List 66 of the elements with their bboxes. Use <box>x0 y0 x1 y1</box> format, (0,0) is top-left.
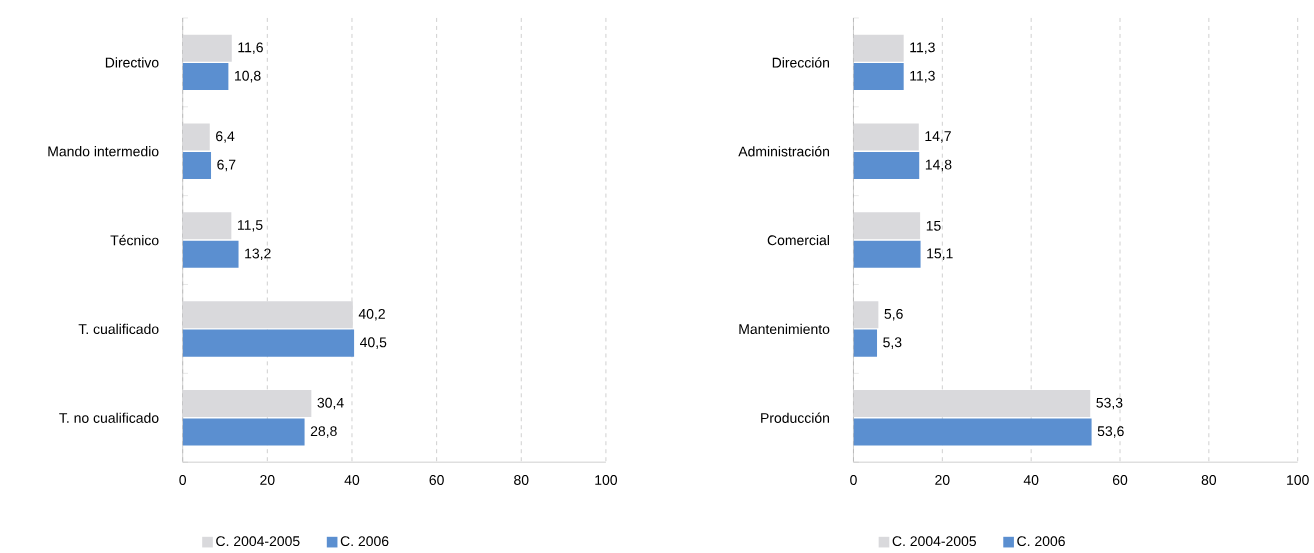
y-tick-label: Mando intermedio <box>48 145 159 157</box>
x-tick-label: 20 <box>260 474 275 485</box>
x-tick-label: 40 <box>344 474 360 485</box>
bar <box>182 329 355 357</box>
data-label: 6,4 <box>216 131 235 143</box>
bar <box>853 389 1091 417</box>
data-label: 13,2 <box>245 248 271 260</box>
x-tick-label: 100 <box>1287 474 1309 485</box>
x-tick-label: 20 <box>935 474 950 485</box>
bar <box>853 34 904 62</box>
bar <box>182 62 229 90</box>
x-tick-label: 40 <box>1023 474 1039 485</box>
data-label: 6,7 <box>217 159 236 172</box>
data-label: 11,5 <box>238 219 263 232</box>
bar <box>182 389 312 417</box>
bar <box>182 418 305 446</box>
x-tick-label: 60 <box>429 474 444 485</box>
x-tick-label: 0 <box>179 474 187 485</box>
bar <box>182 301 353 329</box>
data-label: 53,3 <box>1096 397 1123 410</box>
bar <box>853 62 904 90</box>
bar <box>182 151 212 179</box>
data-label: 14,7 <box>925 131 951 143</box>
y-tick-label: Mantenimiento <box>739 323 830 334</box>
y-tick-label: T. cualificado <box>78 323 159 334</box>
bar <box>182 123 210 151</box>
bar <box>182 34 232 62</box>
legend-label: C. 2004-2005 <box>892 536 977 546</box>
legend-label: C. 2004-2005 <box>216 536 300 546</box>
y-tick-label: Producción <box>761 412 830 423</box>
data-label: 5,3 <box>883 337 902 349</box>
data-label: 15 <box>926 220 941 231</box>
data-label: 11,6 <box>238 42 263 54</box>
bar <box>853 212 921 240</box>
data-label: 30,4 <box>317 397 344 410</box>
bar <box>853 123 919 151</box>
x-tick-label: 80 <box>514 474 529 485</box>
y-tick-label: Directivo <box>105 57 159 68</box>
data-label: 28,8 <box>310 426 337 438</box>
y-tick-label: T. no cualificado <box>59 412 159 423</box>
bar <box>853 301 879 329</box>
y-tick-label: Técnico <box>110 234 159 246</box>
data-label: 5,6 <box>884 308 903 321</box>
data-label: 15,1 <box>927 248 953 260</box>
bar <box>853 418 1092 446</box>
bar <box>853 151 920 179</box>
bar <box>853 240 921 268</box>
legend-label: C. 2006 <box>1017 536 1065 546</box>
data-label: 14,8 <box>925 159 952 172</box>
legend-label: C. 2006 <box>340 536 389 546</box>
data-label: 11,3 <box>910 42 935 54</box>
bar <box>182 240 239 268</box>
bar <box>853 329 878 357</box>
data-label: 11,3 <box>910 70 935 83</box>
data-label: 40,5 <box>359 337 387 349</box>
x-tick-label: 0 <box>850 474 857 485</box>
y-tick-label: Administración <box>738 145 830 157</box>
data-label: 40,2 <box>358 308 385 321</box>
y-tick-label: Dirección <box>772 56 830 68</box>
x-tick-label: 100 <box>595 474 618 485</box>
data-label: 10,8 <box>235 70 261 83</box>
x-tick-label: 60 <box>1112 474 1128 485</box>
x-tick-label: 80 <box>1201 474 1217 485</box>
data-label: 53,6 <box>1097 426 1124 438</box>
bar <box>182 212 232 240</box>
y-tick-label: Comercial <box>767 234 829 246</box>
